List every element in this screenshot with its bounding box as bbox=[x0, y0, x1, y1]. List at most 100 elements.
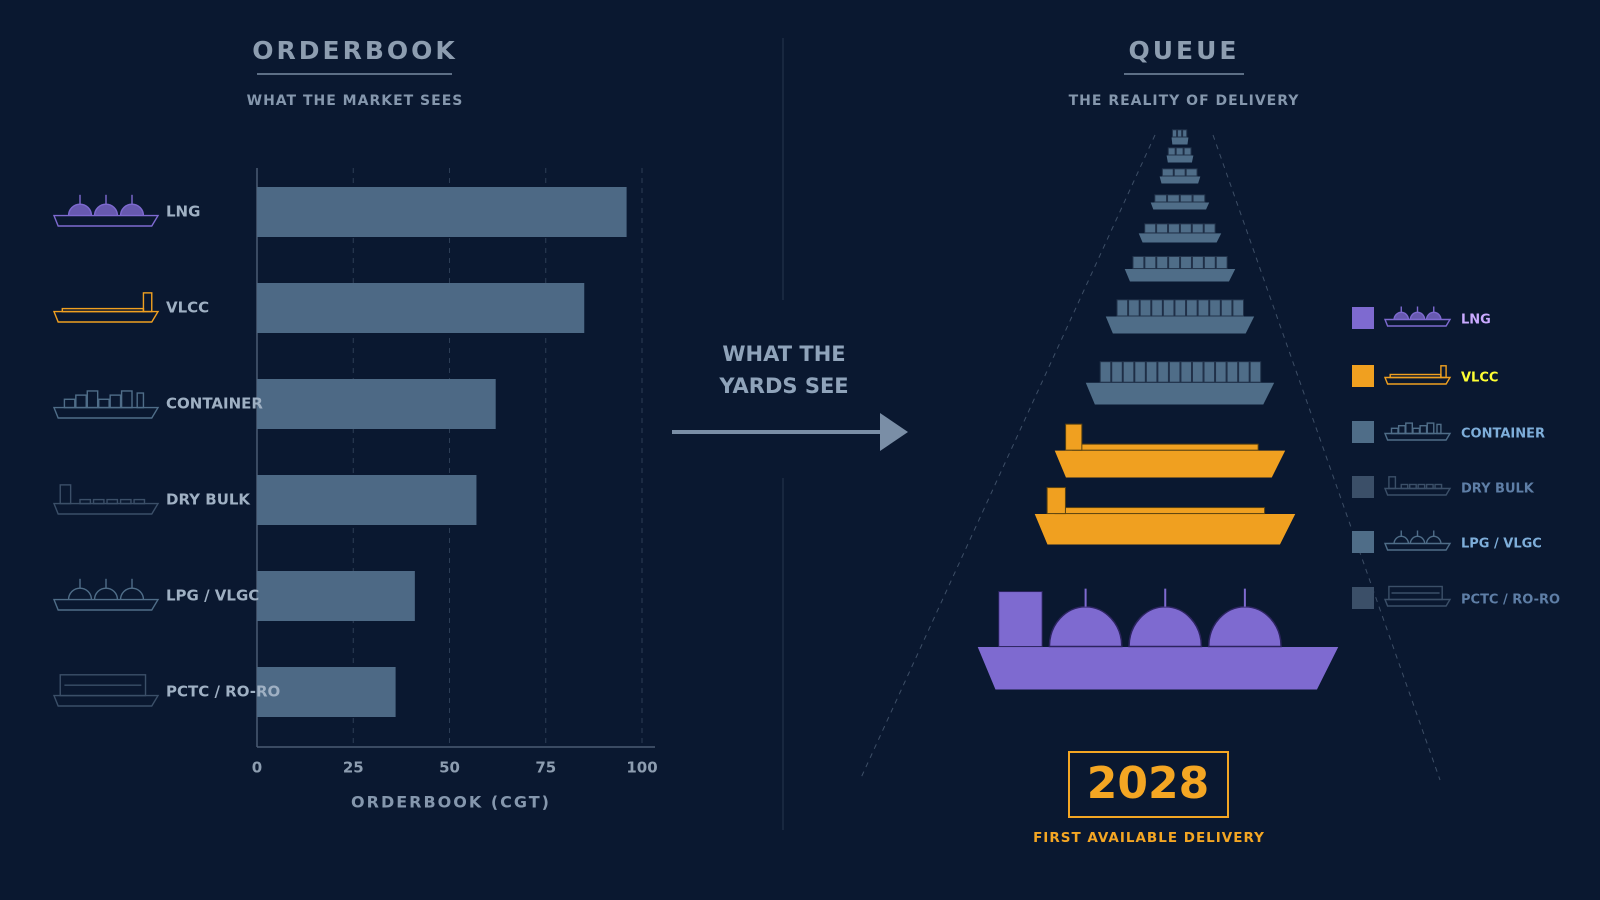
perspective-line bbox=[1212, 134, 1441, 781]
queue-ship-cargo bbox=[1161, 168, 1174, 177]
queue-ship-hull bbox=[1137, 232, 1223, 244]
category-icon-part bbox=[106, 498, 119, 505]
queue-ship-cargo bbox=[1191, 223, 1204, 234]
delivery-caption: FIRST AVAILABLE DELIVERY bbox=[1033, 830, 1265, 846]
queue-ship-cargo bbox=[1186, 299, 1198, 317]
queue-ship-cargo bbox=[1144, 255, 1157, 270]
category-icon-part bbox=[98, 398, 110, 409]
queue-ship-cargo bbox=[1182, 129, 1188, 138]
queue-ship-cargo bbox=[1249, 361, 1262, 383]
queue-ship-cargo bbox=[1179, 223, 1192, 234]
legend-icon-part bbox=[1426, 422, 1435, 435]
queue-ship-bridge bbox=[998, 591, 1043, 648]
queue-ship-cargo bbox=[1168, 361, 1181, 383]
queue-ship-cargo bbox=[1154, 194, 1168, 203]
x-tick-label: 75 bbox=[535, 759, 556, 777]
category-icon bbox=[52, 292, 160, 323]
legend-icon-part bbox=[1393, 535, 1410, 544]
x-tick-label: 25 bbox=[343, 759, 364, 777]
category-icon bbox=[52, 578, 160, 611]
queue-ship-cargo bbox=[1168, 223, 1180, 234]
queue-ship-hull bbox=[1104, 315, 1256, 335]
category-icon-part bbox=[79, 498, 92, 505]
category-icon-part bbox=[133, 498, 146, 505]
bar bbox=[257, 283, 585, 333]
queue-ship-cargo bbox=[1209, 299, 1221, 317]
queue-ship-cargo bbox=[1238, 361, 1250, 383]
queue-ship-cargo bbox=[1173, 168, 1186, 177]
x-axis-label: ORDERBOOK (CGT) bbox=[351, 793, 551, 812]
category-icon-part bbox=[75, 394, 87, 409]
legend-swatch bbox=[1352, 307, 1374, 329]
queue-ship-hull bbox=[1033, 513, 1297, 546]
queue-ship-hull bbox=[1165, 154, 1195, 164]
queue-ship-cargo bbox=[1151, 299, 1163, 317]
queue-ship-cargo bbox=[1180, 255, 1192, 270]
queue-ship-cargo bbox=[1099, 361, 1112, 383]
legend-icon-part bbox=[1409, 311, 1426, 320]
y-tick-label: LNG bbox=[166, 203, 200, 221]
chart-subtitle: WHAT THE MARKET SEES bbox=[247, 93, 464, 109]
queue-ship-hull bbox=[1053, 449, 1287, 479]
queue-ship-hull bbox=[1158, 175, 1202, 185]
arrow-head bbox=[880, 413, 908, 451]
chart-title: ORDERBOOK bbox=[252, 36, 458, 65]
legend-swatch bbox=[1352, 365, 1374, 387]
perspective-line bbox=[859, 134, 1156, 781]
category-icon-part bbox=[86, 390, 99, 409]
bar bbox=[257, 379, 496, 429]
category-icon-part bbox=[93, 203, 119, 216]
transition-label: WHAT THE bbox=[722, 342, 845, 366]
y-tick-label: VLCC bbox=[166, 299, 209, 317]
category-icon-part bbox=[93, 587, 119, 600]
category-icon bbox=[52, 194, 160, 227]
queue-ship-deck bbox=[1072, 443, 1259, 451]
queue-ship-cargo bbox=[1175, 147, 1184, 156]
category-icon-part bbox=[59, 674, 147, 697]
queue-ship-cargo bbox=[1167, 147, 1176, 156]
legend-icon-part bbox=[1393, 311, 1410, 320]
category-icon-part bbox=[119, 498, 132, 505]
queue-ship-cargo bbox=[1156, 223, 1169, 234]
queue-ship-cargo bbox=[1191, 255, 1204, 270]
legend-icon-part bbox=[1425, 311, 1442, 320]
queue-ship-cargo bbox=[1139, 299, 1152, 317]
queue-ship-cargo bbox=[1168, 255, 1181, 270]
category-icon-part bbox=[52, 598, 160, 611]
legend-icon-part bbox=[1436, 423, 1442, 435]
queue-ship-cargo bbox=[1220, 299, 1233, 317]
queue-ship-cargo bbox=[1132, 255, 1145, 270]
queue-ship-hull bbox=[1149, 201, 1211, 211]
queue-ship-cargo bbox=[1191, 361, 1204, 383]
queue-ship-dome bbox=[1207, 605, 1282, 648]
queue-ship-cargo bbox=[1145, 361, 1158, 383]
queue-ship-cargo bbox=[1215, 361, 1227, 383]
category-icon-part bbox=[120, 390, 133, 409]
category-icon bbox=[52, 484, 160, 515]
category-icon-part bbox=[119, 203, 145, 216]
legend-icon bbox=[1383, 306, 1452, 327]
legend-icon-part bbox=[1425, 483, 1434, 490]
legend-swatch bbox=[1352, 421, 1374, 443]
x-tick-label: 100 bbox=[626, 759, 657, 777]
category-icon-part bbox=[67, 203, 93, 216]
queue-ship-bridge bbox=[1046, 487, 1066, 515]
y-tick-label: DRY BULK bbox=[166, 491, 251, 509]
legend-icon-part bbox=[1383, 542, 1452, 551]
legend-label: CONTAINER bbox=[1461, 427, 1545, 442]
legend-icon-part bbox=[1409, 535, 1426, 544]
queue-ship-cargo bbox=[1111, 361, 1123, 383]
queue-ship-cargo bbox=[1156, 255, 1169, 270]
legend-icon-part bbox=[1400, 483, 1409, 490]
legend-label: VLCC bbox=[1461, 371, 1498, 386]
queue-ship-cargo bbox=[1171, 129, 1178, 138]
bar bbox=[257, 667, 396, 717]
legend-icon bbox=[1383, 530, 1452, 551]
queue-ship-cargo bbox=[1232, 299, 1244, 317]
queue-ship-hull bbox=[976, 646, 1340, 691]
bar bbox=[257, 571, 415, 621]
y-tick-label: CONTAINER bbox=[166, 395, 263, 413]
legend-label: PCTC / RO-RO bbox=[1461, 593, 1560, 608]
legend-swatch bbox=[1352, 476, 1374, 498]
